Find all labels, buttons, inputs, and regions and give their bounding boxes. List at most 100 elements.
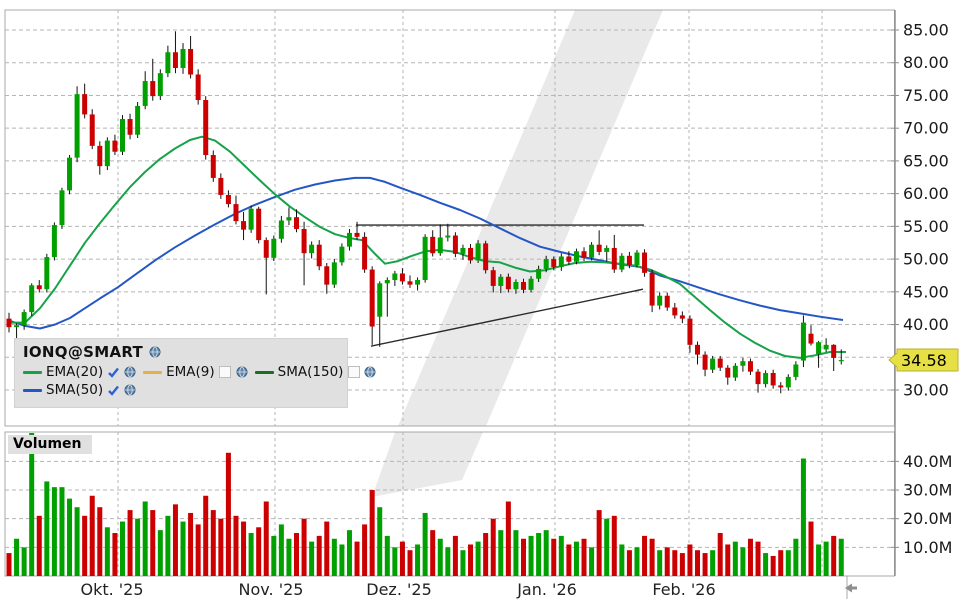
sma50-checkbox[interactable] [107,384,120,397]
candle-body [195,74,201,101]
volume-bar [437,538,443,576]
price-tick-label: 75.00 [903,86,949,105]
price-tick-label: 70.00 [903,119,949,138]
volume-bar [808,521,814,576]
sma150-checkbox[interactable] [347,366,360,379]
candle-body [831,344,837,358]
legend-item-ema9[interactable]: EMA(9) [143,364,248,380]
legend-item-sma50[interactable]: SMA(50) [23,382,136,398]
price-tick-label: 30.00 [903,380,949,399]
candle-body [604,247,610,252]
volume-bar [286,538,292,576]
volume-bar [702,553,708,576]
volume-bar [233,515,239,576]
candle-body [755,371,761,385]
volume-bar [740,547,746,576]
price-tick-label: 40.00 [903,315,949,334]
month-label: Jan. '26 [516,580,577,599]
volume-tick-label: 30.0M [903,481,952,500]
volume-bar [657,550,663,576]
globe-icon[interactable] [124,382,136,398]
volume-bar [785,550,791,576]
candle-body [679,315,685,319]
volume-bar [59,487,65,576]
pane-borders [4,9,895,577]
candle-body [430,236,436,254]
candle-body [89,114,95,146]
volume-bar [732,541,738,576]
volume-bar [687,544,693,576]
candle-body [59,190,65,226]
candle-body [732,365,738,378]
volume-bar [36,515,42,576]
volume-bar [127,510,133,576]
volume-bar [543,530,549,576]
legend-item-sma150[interactable]: SMA(150) [254,364,377,380]
candle-body [392,273,398,281]
volume-bar [67,498,73,576]
ema9-color-swatch [143,370,163,374]
candle-body [331,262,337,285]
volume-bar [203,495,209,576]
volume-bar [793,538,799,576]
volume-bar [301,518,307,576]
volume-bar [407,550,413,576]
candle-body [672,307,678,316]
legend-item-label: EMA(9) [166,364,215,380]
month-label: Dez. '25 [366,580,432,599]
candlestick-series [6,31,844,394]
legend-title-row: IONQ@SMART [15,339,347,362]
volume-bar [399,541,405,576]
candle-body [309,244,315,254]
candle-body [339,246,345,263]
volume-bar [384,535,390,576]
globe-icon[interactable] [364,364,376,380]
volume-bar [14,538,20,576]
volume-bar [377,507,383,576]
volume-bar [664,547,670,576]
candle-body [278,220,284,239]
candle-body [551,259,557,267]
candle-body [263,240,269,258]
left-arrow-marker-icon[interactable] [845,576,857,599]
volume-bar [747,538,753,576]
candle-body [135,105,141,135]
sma50-line [8,176,844,330]
candle-body [362,236,368,270]
volume-bar [505,501,511,576]
gridlines [5,10,895,576]
volume-bar [210,510,216,576]
legend-panel: IONQ@SMART EMA(20) EMA(9) SMA(150) SMA(5… [14,338,376,408]
volume-bar [135,518,141,576]
candle-body [248,208,254,230]
candle-body [808,333,814,344]
volume-bar [589,547,595,576]
globe-icon[interactable] [236,364,248,380]
volume-tick-label: 40.0M [903,452,952,471]
candle-body [437,237,443,254]
ema20-checkbox[interactable] [107,366,120,379]
price-tick-label: 55.00 [903,217,949,236]
candle-body [354,232,360,237]
volume-bar [89,495,95,576]
candle-body [596,244,602,252]
legend-item-ema20[interactable]: EMA(20) [23,364,136,380]
sma50-color-swatch [23,388,42,392]
volume-series [6,433,844,576]
ema9-checkbox[interactable] [219,366,232,379]
candle-body [271,238,277,258]
price-tick-label: 45.00 [903,282,949,301]
volume-bar [195,524,201,576]
globe-icon[interactable] [124,364,136,380]
volume-bar [218,518,224,576]
candle-body [642,252,648,273]
volume-bar [838,538,844,576]
candle-body [468,247,474,261]
volume-bar [346,530,352,576]
candle-body [483,243,489,271]
volume-tick-label: 10.0M [903,538,952,557]
candle-body [346,232,352,247]
volume-bar [725,544,731,576]
globe-icon[interactable] [149,344,161,360]
